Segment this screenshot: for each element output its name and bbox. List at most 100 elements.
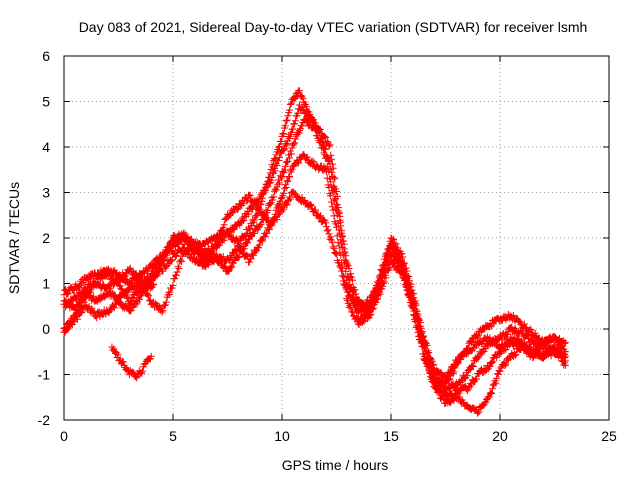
data-point bbox=[266, 200, 274, 208]
data-point bbox=[260, 189, 268, 197]
data-point bbox=[328, 172, 336, 180]
data-point bbox=[557, 354, 565, 362]
data-point bbox=[322, 145, 330, 153]
data-point bbox=[385, 242, 393, 250]
data-point bbox=[321, 145, 329, 153]
data-point bbox=[66, 321, 74, 329]
data-point bbox=[275, 142, 283, 150]
data-point bbox=[126, 307, 134, 315]
series-4 bbox=[60, 87, 569, 381]
data-point bbox=[338, 243, 346, 251]
data-point bbox=[430, 361, 438, 369]
data-point bbox=[265, 173, 273, 181]
data-point bbox=[485, 363, 493, 371]
y-axis-label: SDTVAR / TECUs bbox=[6, 182, 22, 294]
data-point bbox=[488, 385, 496, 393]
data-point bbox=[78, 280, 86, 288]
data-point bbox=[390, 239, 398, 247]
chart-title: Day 083 of 2021, Sidereal Day-to-day VTE… bbox=[79, 19, 588, 35]
data-point bbox=[235, 253, 243, 261]
data-point bbox=[333, 250, 340, 258]
data-point bbox=[119, 358, 127, 366]
data-point bbox=[531, 329, 539, 337]
data-point bbox=[511, 351, 519, 359]
data-point bbox=[291, 117, 299, 125]
data-point bbox=[309, 116, 317, 124]
data-point bbox=[353, 308, 361, 316]
data-point bbox=[245, 258, 253, 266]
data-point bbox=[240, 245, 248, 253]
data-point bbox=[320, 216, 328, 224]
data-point bbox=[286, 195, 294, 203]
data-point bbox=[415, 315, 423, 323]
data-point bbox=[245, 191, 253, 199]
data-point bbox=[520, 320, 528, 328]
data-point bbox=[286, 173, 294, 181]
data-point bbox=[526, 343, 534, 351]
data-point bbox=[277, 138, 285, 146]
data-point bbox=[162, 298, 170, 306]
data-point bbox=[63, 300, 71, 308]
data-point bbox=[269, 196, 277, 204]
data-point bbox=[277, 174, 285, 182]
data-point bbox=[295, 87, 303, 95]
data-point bbox=[418, 328, 426, 336]
data-point bbox=[281, 185, 289, 193]
data-point bbox=[150, 267, 158, 275]
data-point bbox=[110, 304, 118, 312]
data-point bbox=[74, 308, 82, 316]
data-point bbox=[450, 361, 458, 369]
data-point bbox=[526, 325, 534, 333]
data-point bbox=[244, 229, 252, 237]
data-point bbox=[283, 140, 291, 148]
data-point bbox=[255, 205, 263, 213]
data-point bbox=[227, 210, 235, 218]
data-point bbox=[238, 217, 246, 225]
grid-lines bbox=[64, 56, 609, 420]
data-point bbox=[501, 361, 509, 369]
data-point bbox=[494, 370, 502, 378]
data-point bbox=[413, 307, 421, 315]
data-point bbox=[277, 195, 285, 203]
data-point bbox=[177, 257, 185, 265]
data-point bbox=[192, 256, 200, 264]
data-point bbox=[429, 378, 437, 386]
data-point bbox=[329, 182, 337, 190]
data-point bbox=[468, 362, 476, 370]
data-point bbox=[150, 280, 158, 288]
data-point bbox=[243, 251, 251, 259]
data-point bbox=[210, 244, 218, 252]
data-point bbox=[246, 192, 254, 200]
data-point bbox=[219, 253, 227, 261]
data-point bbox=[400, 259, 408, 267]
data-point bbox=[260, 188, 268, 196]
data-point bbox=[536, 349, 544, 357]
data-point bbox=[259, 194, 267, 202]
data-point bbox=[374, 279, 382, 287]
data-point bbox=[286, 154, 294, 162]
data-point bbox=[77, 303, 85, 311]
data-point bbox=[281, 162, 289, 170]
data-point bbox=[328, 238, 336, 246]
data-point bbox=[301, 199, 309, 207]
data-point bbox=[279, 146, 287, 154]
data-point bbox=[127, 306, 135, 314]
data-point bbox=[236, 218, 244, 226]
data-point bbox=[376, 271, 384, 279]
data-point bbox=[487, 360, 495, 368]
data-point bbox=[319, 137, 327, 145]
data-point bbox=[251, 199, 259, 207]
data-point bbox=[156, 303, 164, 311]
data-point bbox=[261, 233, 269, 241]
data-point bbox=[561, 339, 569, 347]
data-point bbox=[248, 221, 256, 229]
data-point bbox=[173, 268, 181, 276]
data-point bbox=[76, 282, 84, 290]
data-point bbox=[285, 196, 293, 204]
data-point bbox=[337, 222, 345, 230]
data-point bbox=[447, 368, 455, 376]
data-point bbox=[327, 233, 335, 241]
data-point bbox=[279, 129, 287, 137]
data-point bbox=[166, 244, 174, 252]
data-point bbox=[220, 221, 228, 229]
